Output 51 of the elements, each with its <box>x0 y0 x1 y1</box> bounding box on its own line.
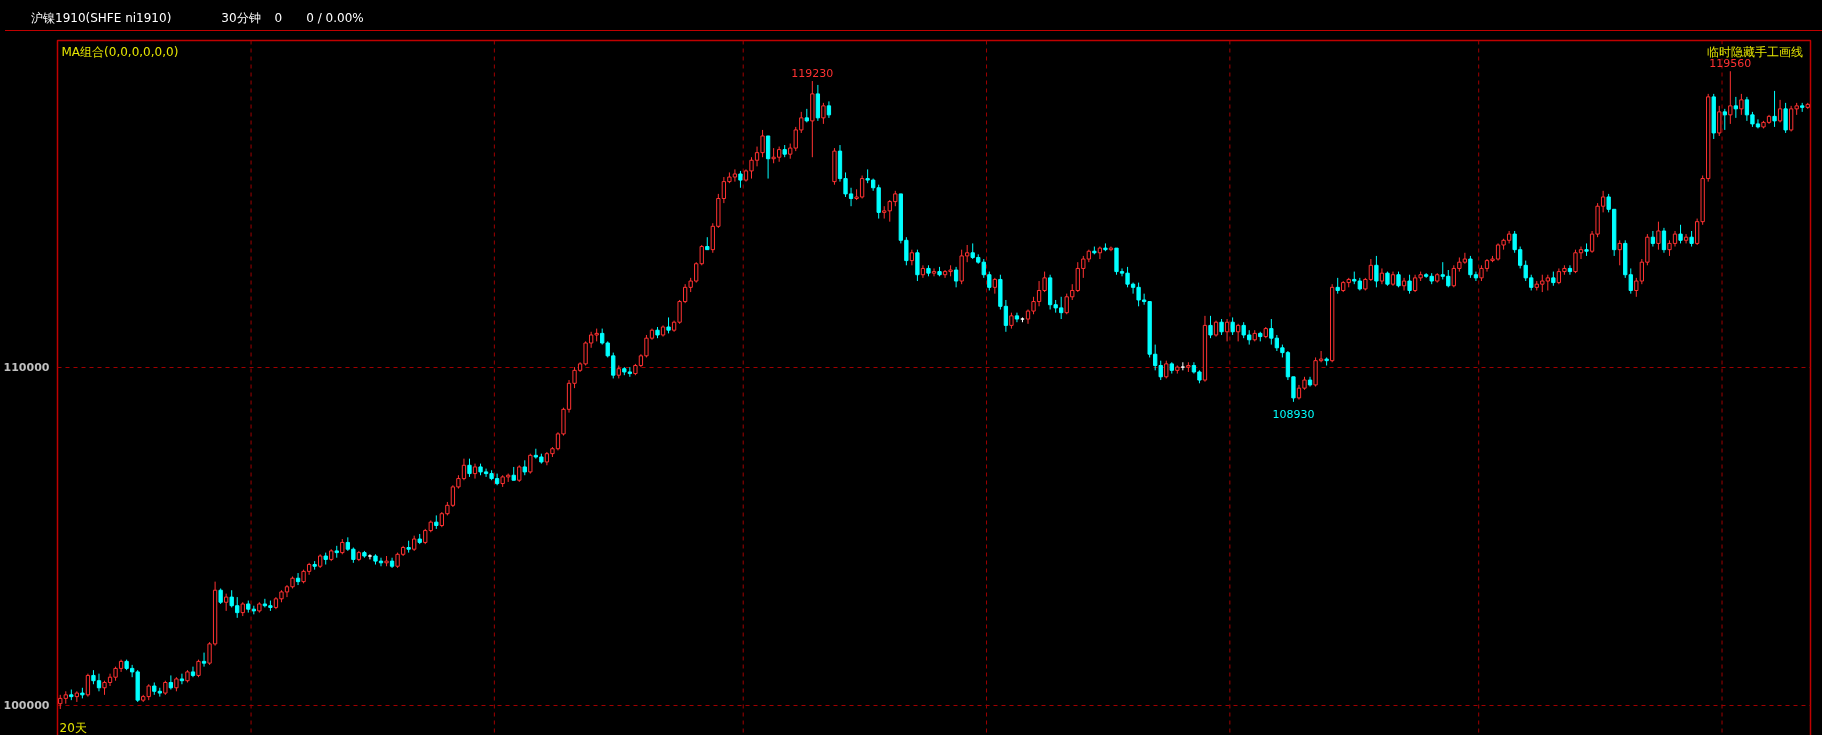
candlestick <box>1269 318 1274 346</box>
candlestick <box>1661 227 1667 254</box>
candlestick <box>1235 323 1241 342</box>
candlestick <box>1003 299 1009 333</box>
candlestick <box>472 463 478 480</box>
y-tick-label: 110000 <box>3 361 50 375</box>
chart-title: 沪镍1910(SHFE ni1910) <box>31 11 172 25</box>
candlestick <box>168 674 174 691</box>
candlestick <box>1374 255 1379 288</box>
y-tick-label: 100000 <box>3 699 50 713</box>
candlestick <box>953 266 959 288</box>
candlestick <box>1678 224 1683 244</box>
candlestick <box>1650 230 1656 248</box>
candlestick <box>179 673 185 685</box>
candlestick <box>1656 221 1661 251</box>
candlestick <box>190 666 196 678</box>
candlestick <box>821 102 826 125</box>
candlestick <box>201 652 207 668</box>
candlestick <box>528 453 533 475</box>
candlestick <box>931 267 937 277</box>
candlestick <box>1728 70 1733 125</box>
candlestick <box>1722 108 1727 131</box>
candlestick <box>74 690 80 703</box>
annotation: 119230 <box>791 67 834 81</box>
candlestick <box>815 84 821 122</box>
candlestick <box>1208 315 1213 339</box>
candlestick <box>915 249 920 282</box>
text: 0 <box>274 11 283 25</box>
annotation: 20天 <box>59 720 87 735</box>
candlestick <box>1401 277 1407 291</box>
candlestick <box>1097 246 1103 260</box>
candlestick <box>1617 239 1622 266</box>
candlestick <box>367 553 373 560</box>
candlestick <box>1717 105 1722 137</box>
candlestick <box>1683 233 1689 244</box>
candlestick <box>1567 264 1573 276</box>
candlestick <box>1783 102 1788 134</box>
candlestick <box>1733 96 1738 119</box>
candlestick <box>1407 274 1412 295</box>
annotation: 临时隐藏手工画线 <box>1706 44 1803 59</box>
annotation: 108930 <box>1272 407 1315 421</box>
text: 0 / 0.00% <box>306 11 364 25</box>
text: 30分钟 <box>221 11 261 25</box>
candlestick <box>85 673 91 698</box>
candlestick <box>467 458 472 478</box>
candlestick <box>1739 93 1744 116</box>
annotation: 119560 <box>1709 57 1752 71</box>
annotation: MA组合(0,0,0,0,0,0) <box>61 44 179 59</box>
candlestick <box>920 264 926 279</box>
candlestick <box>765 135 771 180</box>
candlestick <box>1772 90 1777 128</box>
